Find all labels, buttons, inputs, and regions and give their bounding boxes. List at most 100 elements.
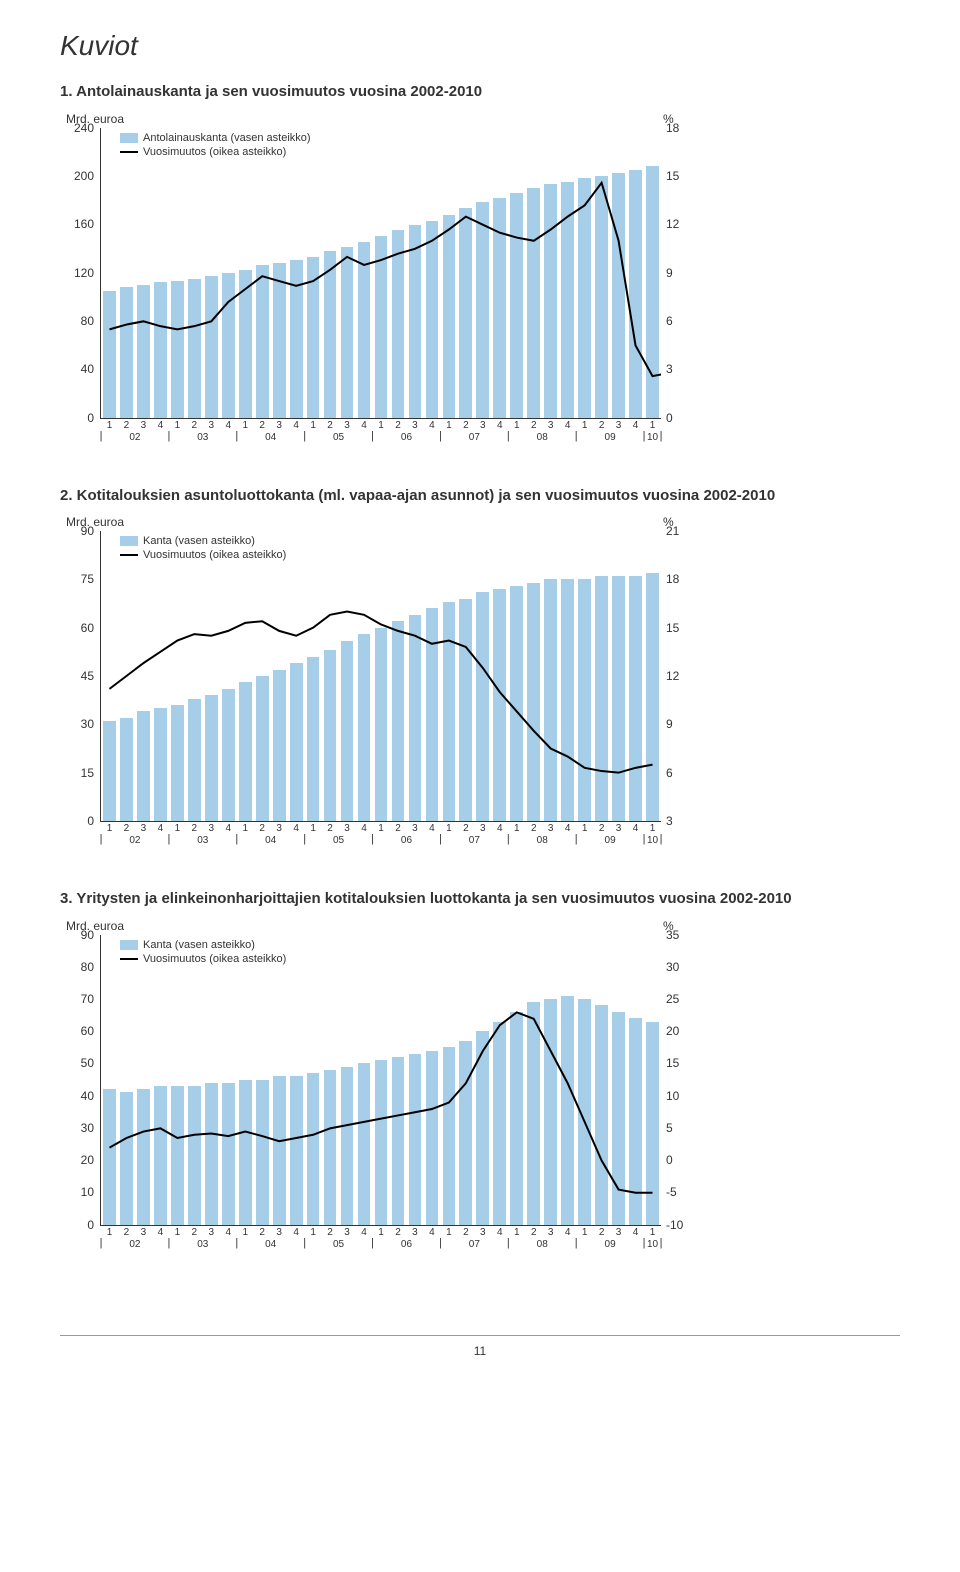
y-right-label: -10 — [666, 1218, 696, 1232]
x-tick-year: 03 — [197, 1239, 208, 1250]
x-tick-quarter: 1 — [650, 1227, 656, 1238]
x-tick-year: 06 — [401, 432, 412, 443]
legend-item: Vuosimuutos (oikea asteikko) — [120, 146, 311, 158]
x-tick-quarter: 4 — [497, 1227, 503, 1238]
bar — [578, 579, 591, 821]
x-group-sep: | — [643, 833, 646, 845]
x-tick-quarter: 2 — [259, 420, 265, 431]
x-tick-quarter: 3 — [344, 1227, 350, 1238]
bar — [137, 285, 150, 418]
x-tick-quarter: 4 — [158, 420, 164, 431]
x-tick-year: 10 — [647, 432, 658, 443]
bar — [510, 586, 523, 821]
bar — [273, 670, 286, 821]
bar — [527, 1002, 540, 1224]
bar — [544, 579, 557, 821]
y-right-label: 15 — [666, 169, 696, 183]
x-tick-quarter: 4 — [225, 420, 231, 431]
x-tick-quarter: 2 — [124, 823, 130, 834]
bar — [273, 1076, 286, 1224]
x-tick-quarter: 3 — [548, 823, 554, 834]
bar — [595, 576, 608, 821]
bar — [273, 263, 286, 418]
legend-label: Antolainauskanta (vasen asteikko) — [143, 132, 311, 144]
bar — [188, 1086, 201, 1225]
x-tick-quarter: 2 — [599, 823, 605, 834]
x-tick-quarter: 1 — [175, 420, 181, 431]
legend-label: Kanta (vasen asteikko) — [143, 535, 255, 547]
x-tick-quarter: 3 — [480, 1227, 486, 1238]
bar — [188, 699, 201, 821]
x-tick-year: 02 — [129, 1239, 140, 1250]
x-tick-quarter: 1 — [378, 420, 384, 431]
bar — [476, 592, 489, 821]
x-tick-quarter: 4 — [158, 823, 164, 834]
x-tick-quarter: 2 — [463, 420, 469, 431]
bar — [493, 589, 506, 821]
bar — [239, 682, 252, 821]
bar — [561, 996, 574, 1225]
x-tick-quarter: 2 — [599, 1227, 605, 1238]
bar — [476, 202, 489, 417]
footer-separator — [60, 1335, 900, 1336]
x-axis-ticks: 1234|021234|031234|041234|051234|061234|… — [101, 1227, 661, 1247]
y-left-label: 120 — [64, 266, 94, 280]
x-tick-quarter: 1 — [446, 1227, 452, 1238]
x-tick-quarter: 2 — [599, 420, 605, 431]
legend-item: Kanta (vasen asteikko) — [120, 535, 286, 547]
y-left-label: 15 — [64, 766, 94, 780]
x-group-sep: | — [100, 1237, 103, 1249]
bar — [324, 650, 337, 821]
x-tick-quarter: 4 — [361, 420, 367, 431]
y-left-label: 60 — [64, 1024, 94, 1038]
x-tick-year: 07 — [469, 432, 480, 443]
y-left-label: 90 — [64, 524, 94, 538]
x-group-sep: | — [507, 1237, 510, 1249]
x-tick-quarter: 3 — [480, 823, 486, 834]
x-tick-quarter: 1 — [446, 823, 452, 834]
bar — [154, 1086, 167, 1225]
legend-item: Antolainauskanta (vasen asteikko) — [120, 132, 311, 144]
x-tick-quarter: 4 — [633, 1227, 639, 1238]
x-group-sep: | — [643, 430, 646, 442]
y-left-label: 80 — [64, 960, 94, 974]
x-tick-quarter: 2 — [395, 823, 401, 834]
y-left-label: 0 — [64, 411, 94, 425]
x-tick-quarter: 2 — [192, 823, 198, 834]
x-tick-year: 03 — [197, 835, 208, 846]
x-group-sep: | — [235, 1237, 238, 1249]
y-left-label: 200 — [64, 169, 94, 183]
y-right-label: 9 — [666, 717, 696, 731]
legend-item: Vuosimuutos (oikea asteikko) — [120, 549, 286, 561]
x-tick-quarter: 4 — [565, 1227, 571, 1238]
bar — [612, 576, 625, 821]
bar — [612, 1012, 625, 1225]
x-group-sep: | — [439, 1237, 442, 1249]
legend-swatch-box — [120, 536, 138, 546]
y-left-label: 0 — [64, 1218, 94, 1232]
x-tick-quarter: 3 — [276, 1227, 282, 1238]
y-right-label: 0 — [666, 1153, 696, 1167]
y-left-label: 40 — [64, 1089, 94, 1103]
x-tick-quarter: 4 — [158, 1227, 164, 1238]
bar — [171, 281, 184, 418]
x-group-sep: | — [303, 833, 306, 845]
y-left-label: 60 — [64, 621, 94, 635]
x-tick-quarter: 1 — [175, 823, 181, 834]
bar — [493, 1022, 506, 1225]
chart-legend: Kanta (vasen asteikko) Vuosimuutos (oikea… — [120, 535, 286, 563]
bar — [103, 721, 116, 821]
bar — [341, 1067, 354, 1225]
x-group-sep: | — [439, 833, 442, 845]
x-group-sep: | — [371, 1237, 374, 1249]
bar — [103, 291, 116, 418]
x-group-sep: | — [235, 833, 238, 845]
bar — [222, 273, 235, 418]
x-tick-year: 05 — [333, 432, 344, 443]
x-tick-quarter: 1 — [514, 823, 520, 834]
bar — [578, 178, 591, 417]
x-tick-quarter: 3 — [141, 1227, 147, 1238]
bar — [375, 628, 388, 821]
bar — [459, 599, 472, 821]
y-left-label: 30 — [64, 1121, 94, 1135]
